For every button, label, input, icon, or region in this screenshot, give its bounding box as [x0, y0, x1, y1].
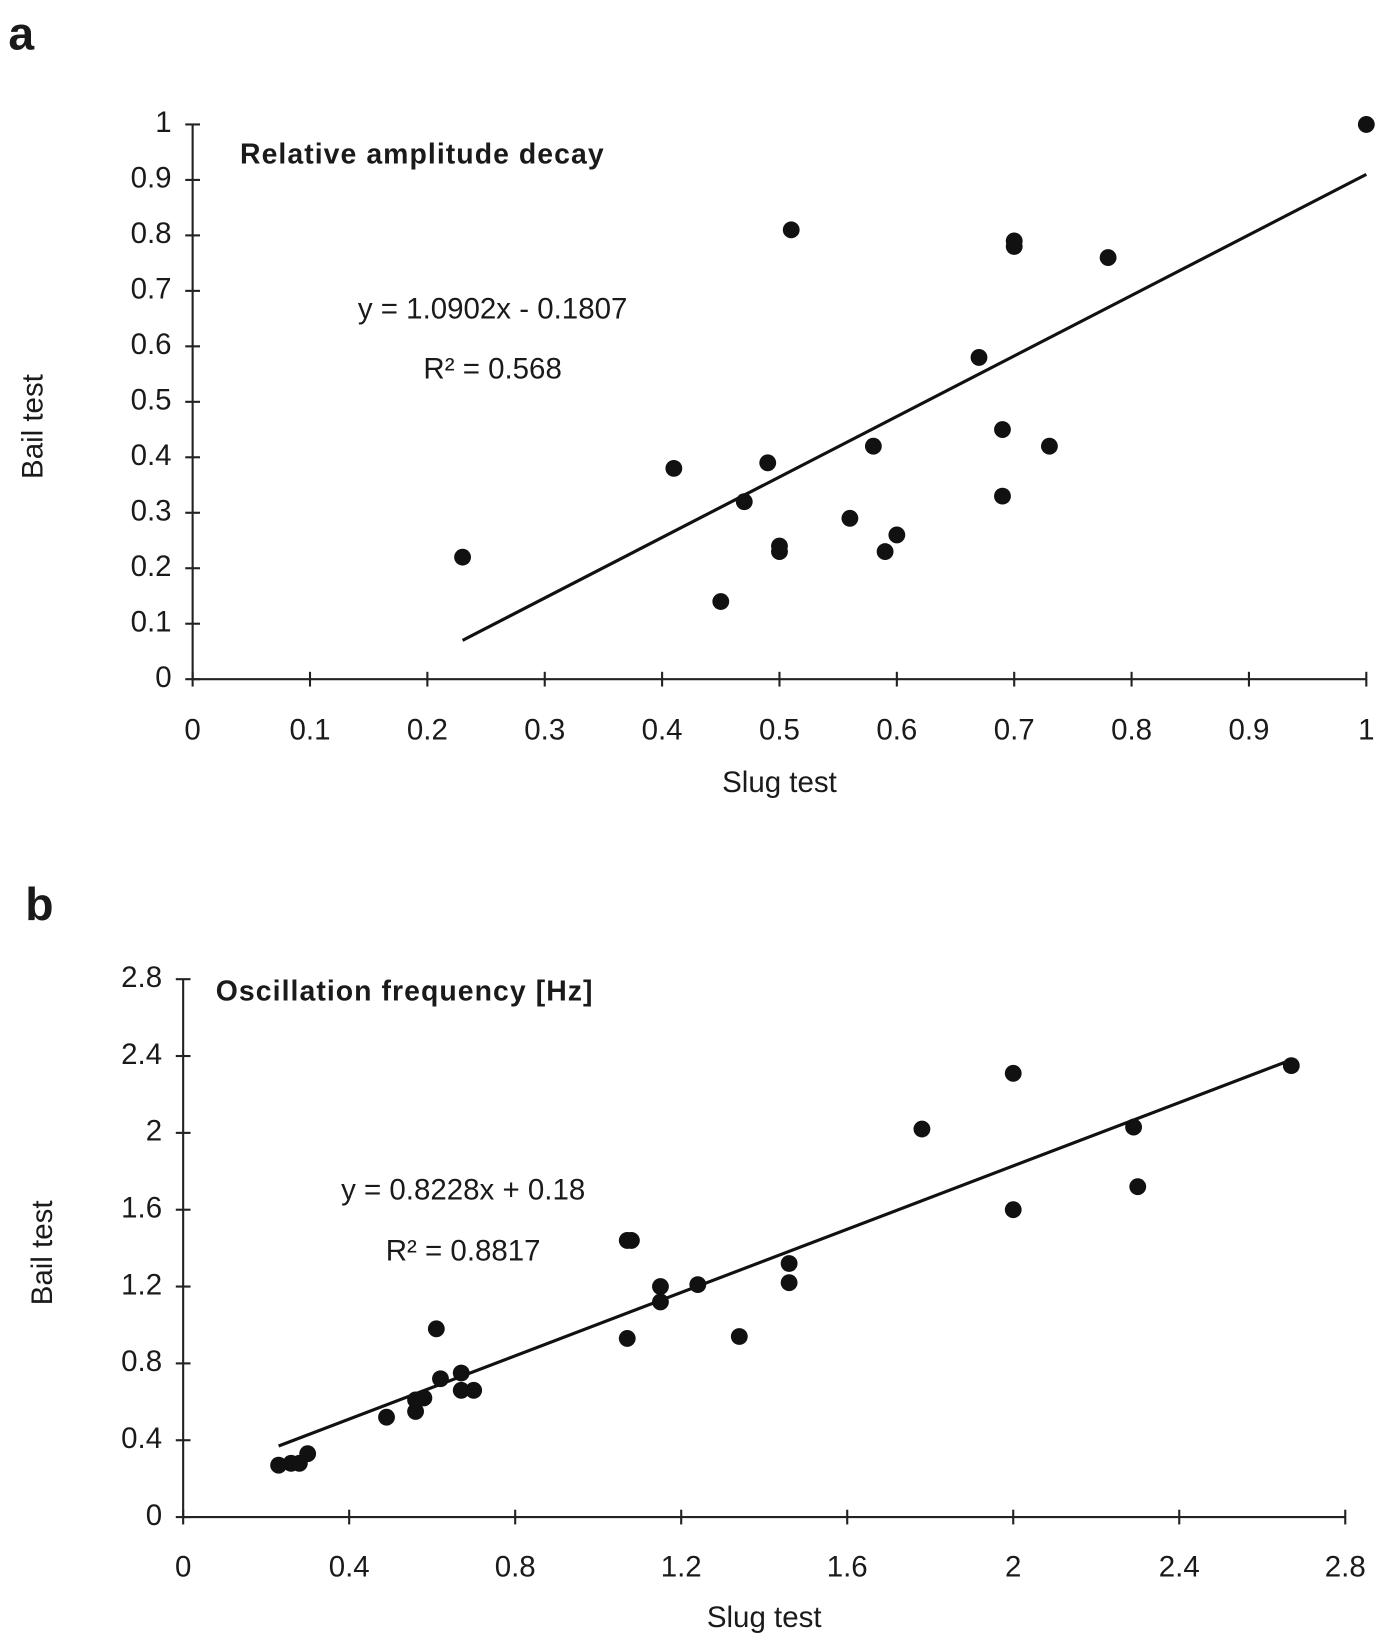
- point: [1004, 1064, 1022, 1082]
- point: [1005, 238, 1023, 255]
- x-tick-label: 1: [1358, 714, 1374, 747]
- y-tick-label: 0.4: [121, 1422, 162, 1455]
- point: [452, 1381, 470, 1399]
- point: [622, 1232, 640, 1249]
- x-axis-label: Slug test: [707, 1601, 822, 1634]
- y-tick-label: 0.9: [131, 162, 172, 195]
- y-tick-label: 2.8: [121, 961, 162, 994]
- x-tick-label: 0: [175, 1550, 191, 1583]
- x-tick-label: 0.4: [642, 714, 683, 747]
- point: [1004, 1201, 1022, 1219]
- panel-label: b: [25, 878, 53, 930]
- point: [452, 1364, 470, 1382]
- x-tick-label: 0.4: [329, 1550, 370, 1583]
- y-tick-label: 0: [146, 1499, 162, 1532]
- point: [888, 526, 906, 544]
- point: [841, 509, 859, 527]
- x-tick-label: 0.7: [994, 714, 1035, 747]
- point: [652, 1278, 669, 1295]
- point: [270, 1456, 288, 1474]
- point: [454, 548, 471, 566]
- point: [618, 1330, 636, 1347]
- trendline: [461, 172, 1368, 642]
- point: [1125, 1118, 1143, 1136]
- x-tick-label: 2: [1005, 1550, 1021, 1583]
- point: [994, 487, 1011, 505]
- point: [913, 1120, 931, 1138]
- point: [378, 1408, 395, 1426]
- point: [665, 459, 683, 477]
- y-tick-label: 1.2: [121, 1268, 162, 1301]
- point: [780, 1274, 798, 1292]
- point: [735, 493, 753, 511]
- chart-title: Relative amplitude decay: [240, 139, 605, 171]
- point: [994, 421, 1011, 438]
- point: [407, 1403, 424, 1420]
- y-tick-label: 0.2: [131, 550, 172, 583]
- point: [415, 1389, 433, 1407]
- y-tick-label: 0.5: [131, 384, 172, 417]
- point: [712, 593, 730, 610]
- point: [864, 437, 882, 455]
- point: [652, 1293, 669, 1311]
- y-tick-label: 0.6: [131, 328, 172, 361]
- chart-title: Oscillation frequency [Hz]: [216, 975, 594, 1007]
- point: [1282, 1057, 1300, 1075]
- x-tick-label: 0.5: [759, 714, 800, 747]
- x-tick-label: 0.8: [495, 1550, 536, 1583]
- y-tick-label: 1.6: [121, 1191, 162, 1224]
- equation: y = 1.0902x - 0.1807: [358, 293, 628, 326]
- equation: y = 0.8228x + 0.18: [341, 1174, 585, 1207]
- x-tick-label: 2.8: [1325, 1550, 1366, 1583]
- point: [771, 543, 788, 561]
- y-tick-label: 2.4: [121, 1038, 162, 1071]
- point: [1357, 116, 1375, 133]
- point: [876, 543, 894, 561]
- point: [759, 454, 777, 472]
- x-axis-label: Slug test: [722, 766, 837, 799]
- point: [427, 1320, 445, 1338]
- x-tick-label: 1.6: [827, 1550, 868, 1583]
- point: [780, 1255, 798, 1272]
- y-tick-label: 0.8: [121, 1345, 162, 1378]
- point: [299, 1445, 317, 1463]
- r-squared: R² = 0.568: [423, 353, 561, 386]
- point: [782, 221, 800, 239]
- point: [432, 1370, 449, 1388]
- point: [1041, 437, 1058, 455]
- y-tick-label: 0.8: [131, 217, 172, 250]
- y-tick-label: 0.1: [131, 605, 172, 638]
- x-tick-label: 0.2: [407, 714, 448, 747]
- x-tick-label: 0: [184, 714, 200, 747]
- y-tick-label: 0.3: [131, 495, 172, 528]
- panel-label: a: [8, 7, 35, 59]
- point: [1129, 1178, 1147, 1196]
- r-squared: R² = 0.8817: [386, 1235, 541, 1268]
- x-tick-label: 0.8: [1111, 714, 1152, 747]
- x-tick-label: 2.4: [1159, 1550, 1200, 1583]
- y-tick-label: 0: [155, 661, 171, 694]
- x-tick-label: 1.2: [661, 1550, 702, 1583]
- y-tick-label: 1: [155, 106, 171, 139]
- point: [730, 1328, 748, 1345]
- point: [689, 1276, 707, 1294]
- point: [1099, 249, 1117, 267]
- y-tick-label: 0.7: [131, 273, 172, 306]
- x-tick-label: 0.6: [876, 714, 917, 747]
- x-tick-label: 0.1: [290, 714, 331, 747]
- x-tick-label: 0.9: [1228, 714, 1269, 747]
- point: [465, 1381, 483, 1399]
- y-axis-label: Bail test: [17, 374, 50, 479]
- point: [970, 349, 988, 366]
- y-axis-label: Bail test: [26, 1200, 59, 1305]
- x-tick-label: 0.3: [524, 714, 565, 747]
- y-tick-label: 2: [146, 1115, 162, 1148]
- y-tick-label: 0.4: [131, 439, 172, 472]
